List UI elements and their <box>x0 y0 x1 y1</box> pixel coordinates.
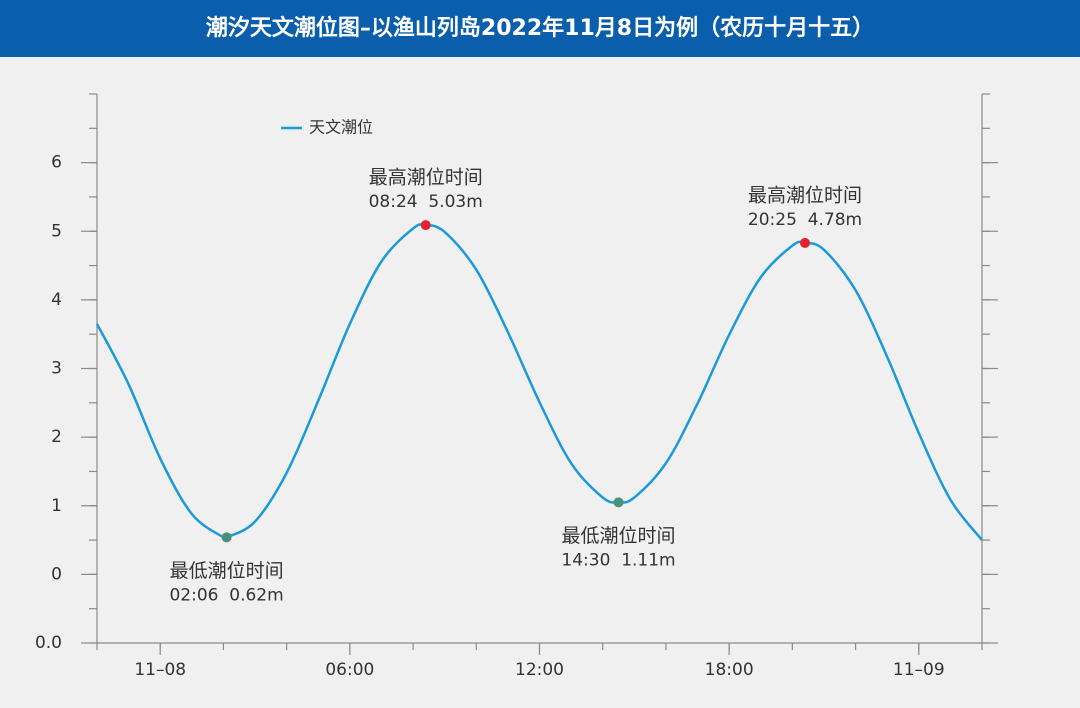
y-tick-label: 0 <box>51 564 62 584</box>
x-tick-label: 12:00 <box>515 660 564 680</box>
annotation-detail: 14:30 1.11m <box>561 550 675 570</box>
y-tick-label: 5 <box>51 221 62 241</box>
annotation-label: 最高潮位时间 <box>369 167 483 189</box>
extremum-marker <box>420 220 431 231</box>
annotation-label: 最高潮位时间 <box>748 184 862 206</box>
y-tick-label: 4 <box>51 290 62 310</box>
annotation-detail: 08:24 5.03m <box>369 192 483 212</box>
extremum-marker <box>800 237 810 248</box>
x-tick-label: 11–08 <box>134 660 186 680</box>
y-tick-label: 6 <box>51 153 62 173</box>
annotation-label: 最低潮位时间 <box>562 525 676 547</box>
x-tick-label: 06:00 <box>325 660 374 680</box>
legend-label: 天文潮位 <box>309 118 373 137</box>
extremum-marker <box>221 532 232 543</box>
chart-title: 潮汐天文潮位图–以渔山列岛2022年11月8日为例（农历十月十五） <box>206 15 874 41</box>
y-tick-label: 1 <box>51 496 62 516</box>
y-tick-label: 2 <box>51 427 62 447</box>
annotation-detail: 02:06 0.62m <box>169 585 283 605</box>
title-bar <box>0 0 1080 57</box>
annotation-detail: 20:25 4.78m <box>748 210 862 230</box>
annotation-label: 最低潮位时间 <box>170 560 284 582</box>
y-tick-label: 0.0 <box>35 633 62 653</box>
x-tick-label: 11–09 <box>893 660 945 680</box>
x-tick-label: 18:00 <box>705 660 754 680</box>
tide-line <box>95 223 983 542</box>
y-tick-label: 3 <box>51 359 62 379</box>
extremum-marker <box>613 497 624 508</box>
